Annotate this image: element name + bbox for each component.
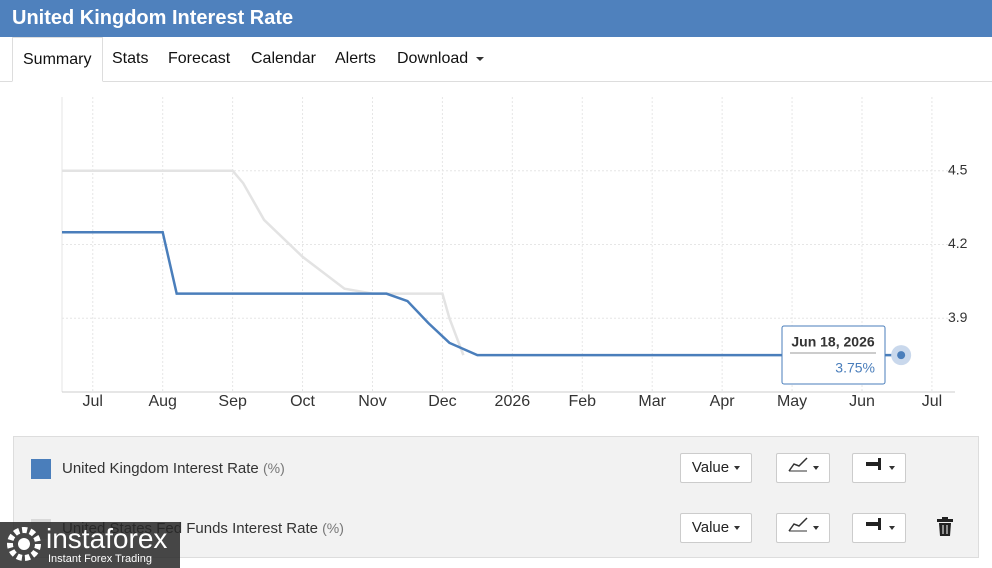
x-tick-label: Dec (428, 393, 456, 410)
brand: instaforex (46, 523, 168, 554)
y-tick-label: 4.2 (948, 235, 968, 251)
tooltip-value: 3.75% (835, 360, 875, 376)
caret (734, 466, 741, 471)
legend-panel: United Kingdom Interest Rate (%) Value Uni… (13, 436, 979, 558)
button-label[interactable]: Value (691, 459, 730, 476)
caret (476, 56, 485, 61)
x-tick-label: May (777, 393, 807, 410)
x-tick-label: Apr (710, 393, 736, 410)
tagline: Instant Forex Trading (48, 553, 152, 565)
series-line (62, 169, 465, 356)
icon (864, 458, 884, 476)
watermark: instaforex Instant Forex Trading (0, 522, 180, 568)
y-tick-label: 3.9 (948, 309, 968, 325)
x-tick-label: Jun (849, 393, 875, 410)
legend-entry[interactable]: United Kingdom Interest Rate (%) (62, 460, 285, 477)
style-button[interactable] (852, 453, 906, 483)
x-tick-label: Aug (148, 393, 176, 410)
x-tick-label: Sep (218, 393, 247, 410)
logo (7, 527, 41, 561)
hover-dot (897, 351, 906, 360)
x-tick-label: Jul (922, 393, 942, 410)
x-tick-label: Nov (358, 393, 386, 410)
legend-unit: (%) (322, 520, 344, 536)
chart-type-button[interactable] (776, 513, 830, 543)
tooltip-box (781, 325, 886, 385)
tooltip-label: Jun 18, 2026 (791, 334, 874, 350)
legend-row: United Kingdom Interest Rate (%) Value (14, 449, 978, 489)
button-label[interactable]: Value (691, 519, 730, 536)
series-line (62, 230, 902, 357)
tab[interactable]: Alerts (335, 50, 376, 67)
chart: Jul Aug Sep Oct Nov Dec 2026 Feb Mar Apr May Jun Jul… (61, 97, 968, 410)
x-tick-label: Jul (83, 393, 103, 410)
tab[interactable]: Stats (112, 50, 149, 67)
x-tick-label: Feb (568, 393, 596, 410)
tab[interactable]: Calendar (251, 50, 316, 67)
legend-swatch[interactable] (31, 459, 51, 479)
tab[interactable]: Forecast (168, 50, 231, 67)
delete-button[interactable] (936, 517, 954, 542)
x-tick-label: Oct (290, 393, 315, 410)
icon (787, 517, 808, 536)
y-tick-label: 4.5 (948, 161, 968, 177)
tab-bar: Summary Stats Forecast Calendar Alerts D… (0, 37, 992, 82)
value-button[interactable]: Value (680, 513, 752, 543)
caret (734, 526, 741, 531)
legend-unit: (%) (262, 460, 285, 476)
legend-name[interactable]: United Kingdom Interest Rate (62, 460, 259, 477)
style-button[interactable] (852, 513, 906, 543)
icon (864, 518, 884, 536)
caret (812, 526, 819, 531)
chart-type-button[interactable] (776, 453, 830, 483)
value-button[interactable]: Value (680, 453, 752, 483)
caret (812, 466, 819, 471)
tab[interactable]: Download (397, 37, 485, 81)
x-tick-label: 2026 (495, 393, 531, 410)
tab[interactable]: Summary (12, 37, 103, 82)
tab-label[interactable]: Download (397, 50, 469, 67)
x-tick-label: Mar (638, 393, 666, 410)
icon (787, 457, 808, 476)
caret (888, 466, 895, 471)
caret (888, 526, 895, 531)
page-title: United Kingdom Interest Rate (0, 0, 992, 37)
